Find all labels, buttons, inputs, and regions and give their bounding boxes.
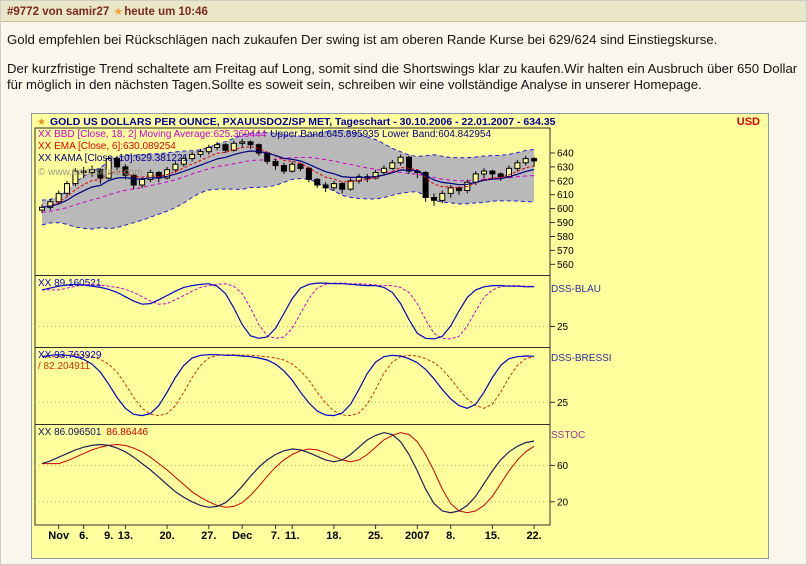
dss-blau-panel-name: DSS-BLAU (551, 284, 602, 295)
gold-chart-image: 560 570 580 590 600 610 620 630 640 25 25 60 20 Nov 6.… (31, 113, 769, 559)
post-username[interactable]: samir27 (65, 6, 110, 18)
price-tick-label: 630 (557, 162, 574, 173)
price-tick-label: 600 (557, 204, 574, 215)
x-tick-label: 22. (526, 530, 541, 542)
dss-bressi-value-label: XX 93.763929 (38, 350, 102, 361)
x-tick-label: 11. (285, 530, 300, 542)
x-tick-label: 27. (201, 530, 216, 542)
star-icon: ★ (113, 6, 124, 18)
price-tick-label: 570 (557, 246, 574, 257)
ema-line (41, 146, 535, 208)
post-paragraph-1: Gold empfehlen bei Rückschlägen nach zuk… (7, 32, 718, 47)
osc-tick-label: 20 (557, 497, 569, 508)
osc-tick-label: 25 (557, 398, 569, 409)
post-von-label: von (42, 6, 63, 18)
candlesticks (39, 139, 538, 213)
sstoc-value-labels: XX 86.096501 86.86446 (38, 427, 148, 438)
dss-bressi-panel-name: DSS-BRESSI (551, 353, 612, 364)
x-tick-label: 15. (485, 530, 500, 542)
sstoc-panel-name: SSTOC (551, 430, 586, 441)
panel-DSS-BLAU: 25 (35, 282, 569, 340)
kama-line (41, 150, 535, 208)
chart-star-icon: ★ (37, 117, 46, 128)
x-tick-label: 6. (79, 530, 88, 542)
price-tick-label: 610 (557, 190, 574, 201)
osc-tick-label: 25 (557, 322, 569, 333)
watermark: © www.tradesignal.com (38, 167, 143, 178)
x-tick-label: 7. (271, 530, 280, 542)
x-tick-label: 2007 (405, 530, 429, 542)
bollinger-band (41, 129, 535, 230)
panel-DSS-BRESSI: 25 (35, 354, 569, 417)
post-id: #9772 (7, 6, 39, 18)
panel-SSTOC: 60 20 (35, 431, 569, 514)
chart-canvas: 560 570 580 590 600 610 620 630 640 25 25 60 20 Nov 6.… (34, 127, 574, 542)
price-tick-label: 640 (557, 149, 574, 160)
currency-label: USD (736, 116, 760, 128)
chart-title-row: ★ GOLD US DOLLARS PER OUNCE, PXAUUSDOZ/SP… (37, 116, 556, 129)
kama-indicator-label: XX KAMA [Close, 10]:629.381221 (38, 153, 189, 164)
dss-bressi-value2-label: / 82.204911 (38, 361, 91, 372)
x-tick-label: 25. (368, 530, 383, 542)
x-tick-label: 20. (159, 530, 174, 542)
x-tick-label: 18. (326, 530, 341, 542)
sstoc-value2-label: 86.86446 (106, 427, 149, 438)
post-paragraph-2: Der kurzfristige Trend schaltete am Frei… (7, 61, 798, 92)
x-axis: Nov 6. 9. 13. 20. 27. Dec 7. 11. 18. 25. 2007 8. 15. 2… (48, 525, 542, 542)
bbd-indicator-label: XX BBD [Close, 18, 2] Moving Average:625… (38, 129, 267, 140)
x-tick-label: Nov (48, 530, 70, 542)
price-tick-label: 580 (557, 232, 574, 243)
x-tick-label: 8. (446, 530, 455, 542)
x-tick-label: 9. (104, 530, 113, 542)
dss-blau-value-label: XX 89.160521 (38, 278, 102, 289)
sstoc-value1-label: XX 86.096501 (38, 427, 102, 438)
x-tick-label: Dec (232, 530, 252, 542)
price-tick-label: 590 (557, 218, 574, 229)
post-header: #9772 von samir27 ★heute um 10:46 (1, 1, 806, 22)
osc-tick-label: 60 (557, 461, 569, 472)
bbd-bands-label: Upper Band:645.895935 Lower Band:604.842… (270, 129, 492, 140)
x-tick-label: 13. (118, 530, 133, 542)
post-time: heute um 10:46 (124, 6, 208, 18)
price-tick-label: 620 (557, 176, 574, 187)
chart-title: GOLD US DOLLARS PER OUNCE, PXAUUSDOZ/SP … (49, 116, 556, 128)
ema-indicator-label: XX EMA [Close, 6]:630.089254 (38, 141, 176, 152)
price-tick-label: 560 (557, 260, 574, 271)
bbd-indicator-row: XX BBD [Close, 18, 2] Moving Average:625… (38, 129, 491, 140)
